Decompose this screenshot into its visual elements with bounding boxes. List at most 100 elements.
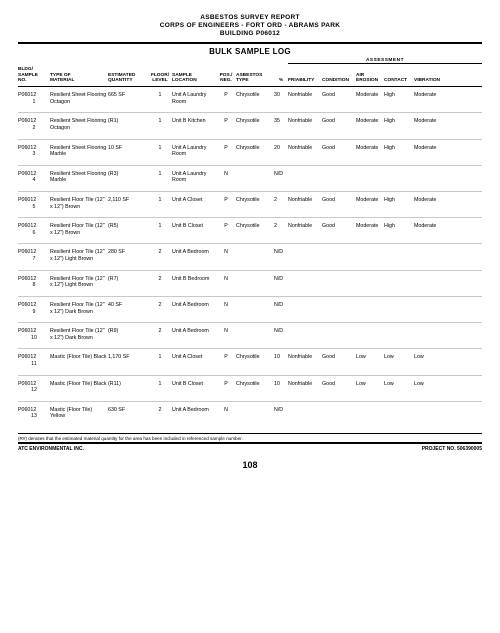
cell-contact: High bbox=[384, 145, 414, 152]
cell-posneg: N bbox=[216, 276, 236, 283]
cell-air: Moderate bbox=[356, 118, 384, 125]
cell-air: Moderate bbox=[356, 223, 384, 230]
cell-material: Mastic (Floor Tile) Black bbox=[50, 354, 108, 361]
cell-location: Unit B Bedroom bbox=[172, 276, 216, 283]
cell-material: Resilient Floor Tile (12" x 12") Light B… bbox=[50, 276, 108, 289]
cell-friability: Nonfriable bbox=[288, 223, 322, 230]
col-mat-b: MATERIAL bbox=[50, 78, 108, 83]
cell-bldg-sample: P060125 bbox=[18, 197, 50, 210]
cell-bldg-sample: P060127 bbox=[18, 249, 50, 262]
cell-vibration: Low bbox=[414, 354, 444, 361]
cell-posneg: P bbox=[216, 145, 236, 152]
cell-qty: (R9) bbox=[108, 328, 148, 335]
footnote: (R#) denotes that the estimated material… bbox=[18, 433, 482, 441]
cell-qty: (R7) bbox=[108, 276, 148, 283]
cell-location: Unit A Laundry Room bbox=[172, 171, 216, 184]
cell-vibration: Moderate bbox=[414, 197, 444, 204]
cell-air: Moderate bbox=[356, 145, 384, 152]
col-bldg-c: NO. bbox=[18, 78, 50, 83]
cell-location: Unit A Closet bbox=[172, 197, 216, 204]
cell-condition: Good bbox=[322, 145, 356, 152]
cell-friability: Nonfriable bbox=[288, 197, 322, 204]
cell-bldg-sample: P0601210 bbox=[18, 328, 50, 341]
cell-type: Chrysotile bbox=[236, 354, 274, 361]
report-header: ASBESTOS SURVEY REPORT CORPS OF ENGINEER… bbox=[18, 14, 482, 38]
cell-qty: (R3) bbox=[108, 171, 148, 178]
cell-posneg: N bbox=[216, 249, 236, 256]
table-row: P0601212Mastic (Floor Tile) Black(R11)1U… bbox=[18, 376, 482, 402]
cell-bldg-sample: P0601211 bbox=[18, 354, 50, 367]
cell-pct: N/D bbox=[274, 328, 288, 335]
cell-posneg: P bbox=[216, 92, 236, 99]
cell-material: Mastic (Floor Tile) Black bbox=[50, 381, 108, 388]
cell-posneg: P bbox=[216, 354, 236, 361]
cell-posneg: P bbox=[216, 223, 236, 230]
col-air-b: EROSION bbox=[356, 78, 384, 83]
table-row: P060126Resilient Floor Tile (12" x 12") … bbox=[18, 218, 482, 244]
cell-air: Moderate bbox=[356, 197, 384, 204]
cell-pct: N/D bbox=[274, 171, 288, 178]
cell-vibration: Moderate bbox=[414, 118, 444, 125]
cell-posneg: P bbox=[216, 197, 236, 204]
cell-qty: 665 SF bbox=[108, 92, 148, 99]
rule-top bbox=[18, 42, 482, 44]
cell-condition: Good bbox=[322, 92, 356, 99]
cell-type: Chrysotile bbox=[236, 381, 274, 388]
cell-vibration: Low bbox=[414, 381, 444, 388]
cell-material: Resilient Sheet Flooring Marble bbox=[50, 171, 108, 184]
cell-condition: Good bbox=[322, 223, 356, 230]
table-row: P060121Resilient Sheet Flooring Octagon6… bbox=[18, 87, 482, 113]
cell-bldg-sample: P060129 bbox=[18, 302, 50, 315]
cell-friability: Nonfriable bbox=[288, 381, 322, 388]
table-row: P0601210Resilient Floor Tile (12" x 12")… bbox=[18, 323, 482, 349]
cell-bldg-sample: P060122 bbox=[18, 118, 50, 131]
cell-pct: 30 bbox=[274, 92, 288, 99]
cell-level: 1 bbox=[148, 145, 172, 152]
cell-level: 1 bbox=[148, 223, 172, 230]
cell-location: Unit A Laundry Room bbox=[172, 92, 216, 105]
cell-bldg-sample: P060123 bbox=[18, 145, 50, 158]
cell-material: Resilient Floor Tile (12" x 12") Dark Br… bbox=[50, 302, 108, 315]
page-footer: ATC ENVIRONMENTAL INC. PROJECT NO. 50639… bbox=[18, 442, 482, 452]
col-vib: VIBRATION bbox=[414, 78, 444, 83]
cell-material: Resilient Sheet Flooring Octagon bbox=[50, 92, 108, 105]
cell-qty: (R1) bbox=[108, 118, 148, 125]
cell-type: Chrysotile bbox=[236, 145, 274, 152]
cell-level: 1 bbox=[148, 118, 172, 125]
cell-pct: 2 bbox=[274, 223, 288, 230]
page-number: 108 bbox=[18, 460, 482, 470]
assessment-label: ASSESSMENT bbox=[288, 58, 482, 64]
cell-condition: Good bbox=[322, 381, 356, 388]
table-row: P060129Resilient Floor Tile (12" x 12") … bbox=[18, 297, 482, 323]
cell-location: Unit A Bedroom bbox=[172, 407, 216, 414]
cell-contact: Low bbox=[384, 354, 414, 361]
cell-pct: 20 bbox=[274, 145, 288, 152]
cell-level: 1 bbox=[148, 354, 172, 361]
cell-contact: High bbox=[384, 223, 414, 230]
cell-qty: 280 SF bbox=[108, 249, 148, 256]
cell-bldg-sample: P060128 bbox=[18, 276, 50, 289]
cell-material: Resilient Floor Tile (12" x 12") Brown bbox=[50, 223, 108, 236]
cell-material: Resilient Floor Tile (12" x 12") Brown bbox=[50, 197, 108, 210]
assessment-super-header-row: ASSESSMENT bbox=[18, 58, 482, 65]
footer-left: ATC ENVIRONMENTAL INC. bbox=[18, 446, 84, 452]
cell-pct: 2 bbox=[274, 197, 288, 204]
cell-pct: N/D bbox=[274, 276, 288, 283]
cell-level: 2 bbox=[148, 276, 172, 283]
cell-posneg: N bbox=[216, 328, 236, 335]
cell-level: 1 bbox=[148, 92, 172, 99]
header-line-3: BUILDING P06012 bbox=[18, 30, 482, 38]
col-contact: CONTACT bbox=[384, 78, 414, 83]
cell-qty: 2,110 SF bbox=[108, 197, 148, 204]
col-lvl-b: LEVEL bbox=[148, 78, 172, 83]
cell-qty: 10 SF bbox=[108, 145, 148, 152]
cell-level: 2 bbox=[148, 249, 172, 256]
cell-contact: High bbox=[384, 197, 414, 204]
table-row: P0601213Mastic (Floor Tile) Yellow630 SF… bbox=[18, 402, 482, 427]
cell-qty: 630 SF bbox=[108, 407, 148, 414]
cell-type: Chrysotile bbox=[236, 223, 274, 230]
table-row: P0601211Mastic (Floor Tile) Black1,170 S… bbox=[18, 349, 482, 375]
cell-posneg: N bbox=[216, 302, 236, 309]
table-row: P060122Resilient Sheet Flooring Octagon(… bbox=[18, 113, 482, 139]
cell-condition: Good bbox=[322, 354, 356, 361]
